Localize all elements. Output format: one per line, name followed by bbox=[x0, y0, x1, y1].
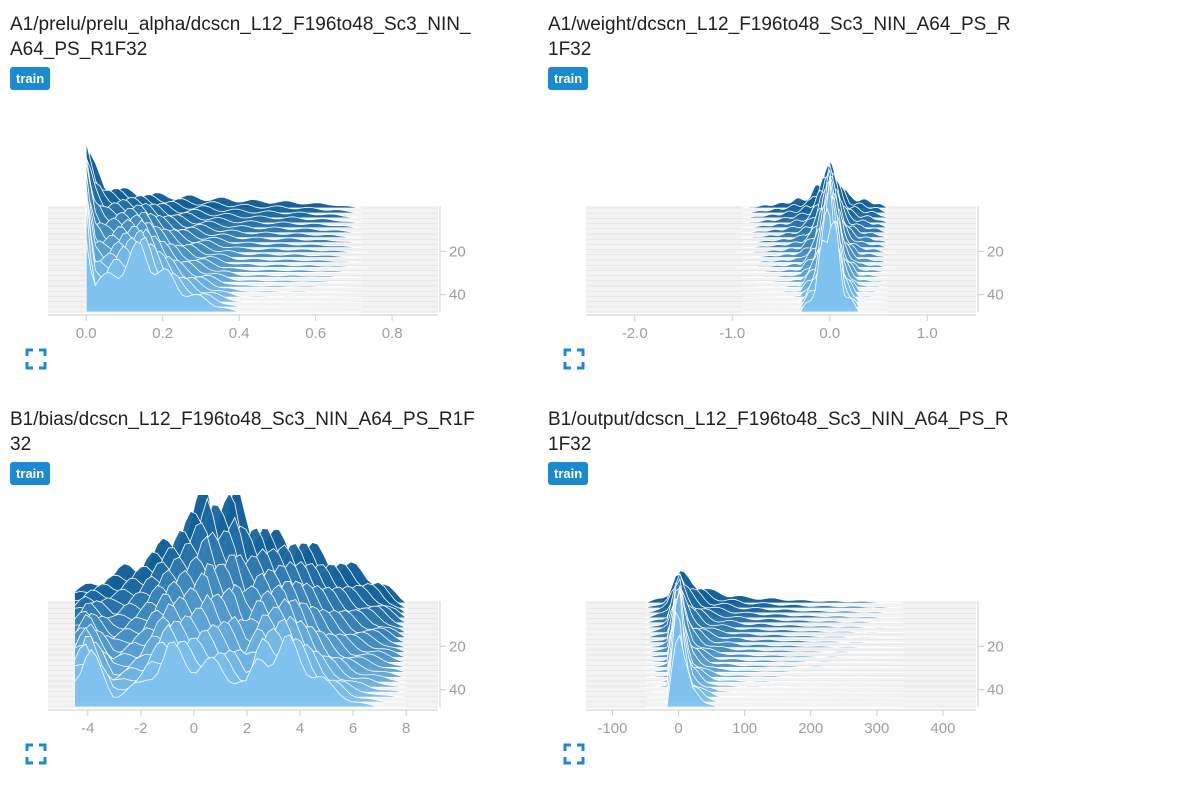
x-tick-label: 0.0 bbox=[76, 325, 97, 342]
fullscreen-expand-icon[interactable] bbox=[563, 743, 585, 765]
histogram-card-1: A1/prelu/prelu_alpha/dcscn_L12_F196to48_… bbox=[0, 0, 540, 392]
x-tick-label: 4 bbox=[296, 720, 304, 737]
x-tick-label: 2 bbox=[243, 720, 251, 737]
x-tick-label: 300 bbox=[864, 720, 889, 737]
histogram-chart[interactable]: -100 0 100 200 300 400 20 40 bbox=[538, 495, 1078, 757]
run-tag[interactable]: train bbox=[548, 67, 589, 90]
fullscreen-expand-icon[interactable] bbox=[563, 348, 585, 370]
x-tick-label: 0.2 bbox=[152, 325, 173, 342]
histogram-card-4: B1/output/dcscn_L12_F196to48_Sc3_NIN_A64… bbox=[538, 395, 1078, 787]
histogram-slice bbox=[645, 633, 904, 708]
histogram-slice bbox=[645, 583, 904, 619]
x-tick-label: 0.8 bbox=[382, 325, 403, 342]
histogram-slice bbox=[85, 239, 362, 313]
y-tick-label: 20 bbox=[449, 638, 466, 655]
x-tick-label: 6 bbox=[349, 720, 357, 737]
x-tick-label: 0.4 bbox=[229, 325, 250, 342]
x-tick-label: -2.0 bbox=[622, 325, 648, 342]
x-tick-label: -100 bbox=[597, 720, 627, 737]
histogram-slice bbox=[741, 175, 889, 283]
histogram-slice bbox=[741, 163, 889, 229]
y-tick-label: 40 bbox=[987, 682, 1004, 699]
histogram-slice bbox=[74, 634, 407, 708]
histogram-slice bbox=[741, 175, 889, 263]
x-tick-label: 400 bbox=[930, 720, 955, 737]
histogram-slice bbox=[742, 195, 889, 298]
card-title: B1/output/dcscn_L12_F196to48_Sc3_NIN_A64… bbox=[548, 409, 1009, 455]
y-tick-label: 20 bbox=[987, 638, 1004, 655]
x-tick-label: 100 bbox=[732, 720, 757, 737]
histogram-slice bbox=[741, 172, 889, 224]
histogram-card-2: A1/weight/dcscn_L12_F196to48_Sc3_NIN_A64… bbox=[538, 0, 1078, 392]
y-tick-label: 20 bbox=[987, 243, 1004, 260]
histogram-slice bbox=[742, 220, 889, 313]
run-tag[interactable]: train bbox=[10, 462, 51, 485]
run-tag[interactable]: train bbox=[548, 462, 589, 485]
histogram-chart[interactable]: -2.0 -1.0 0.0 1.0 20 40 bbox=[538, 100, 1078, 362]
x-tick-label: 0 bbox=[674, 720, 682, 737]
x-tick-label: -1.0 bbox=[719, 325, 745, 342]
histogram-slice bbox=[85, 157, 362, 229]
histogram-card-3: B1/bias/dcscn_L12_F196to48_Sc3_NIN_A64_P… bbox=[0, 395, 540, 787]
card-title: A1/prelu/prelu_alpha/dcscn_L12_F196to48_… bbox=[10, 14, 471, 60]
x-tick-label: 0 bbox=[190, 720, 198, 737]
y-tick-label: 40 bbox=[987, 287, 1004, 304]
histogram-slice bbox=[645, 572, 904, 624]
histogram-slice bbox=[742, 180, 889, 303]
histogram-chart[interactable]: 0.0 0.2 0.4 0.6 0.8 20 40 bbox=[0, 100, 540, 362]
x-tick-label: 1.0 bbox=[917, 325, 938, 342]
card-title: B1/bias/dcscn_L12_F196to48_Sc3_NIN_A64_P… bbox=[10, 409, 475, 455]
card-title: A1/weight/dcscn_L12_F196to48_Sc3_NIN_A64… bbox=[548, 14, 1011, 60]
x-tick-label: -2 bbox=[134, 720, 147, 737]
run-tag[interactable]: train bbox=[10, 67, 51, 90]
x-tick-label: 0.0 bbox=[819, 325, 840, 342]
histogram-chart[interactable]: -4 -2 0 2 4 6 8 20 40 bbox=[0, 495, 540, 757]
fullscreen-expand-icon[interactable] bbox=[25, 348, 47, 370]
histogram-slice bbox=[85, 152, 362, 209]
x-tick-label: 200 bbox=[798, 720, 823, 737]
x-tick-label: -4 bbox=[81, 720, 94, 737]
y-tick-label: 20 bbox=[449, 243, 466, 260]
fullscreen-expand-icon[interactable] bbox=[25, 743, 47, 765]
x-tick-label: 8 bbox=[402, 720, 410, 737]
x-tick-label: 0.6 bbox=[305, 325, 326, 342]
histogram-slice bbox=[741, 169, 889, 248]
y-tick-label: 40 bbox=[449, 287, 466, 304]
y-tick-label: 40 bbox=[449, 682, 466, 699]
